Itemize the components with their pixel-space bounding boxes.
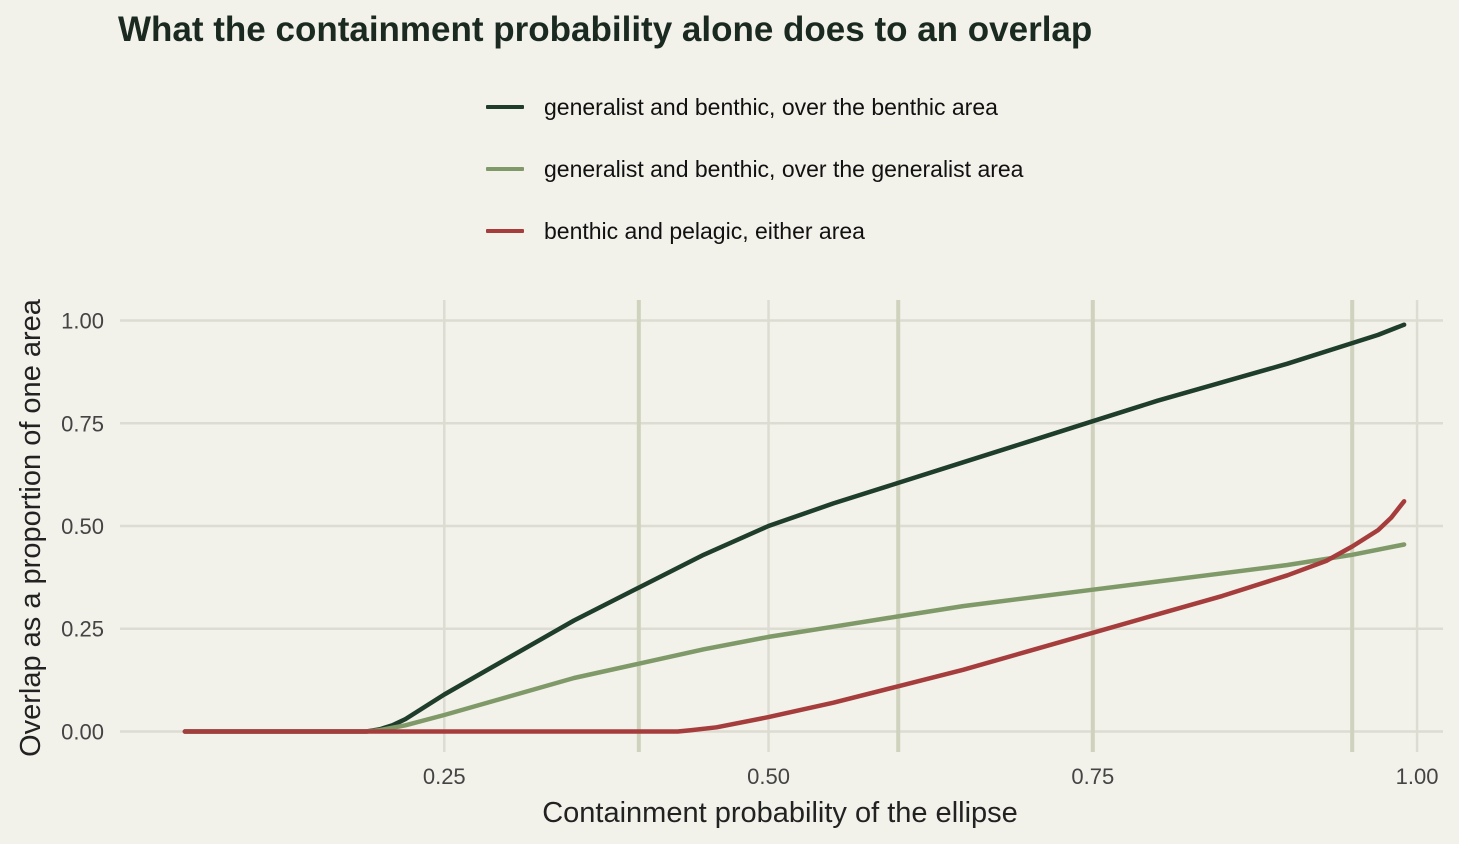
legend-swatch	[486, 167, 524, 171]
series-line	[182, 499, 1407, 734]
legend-item: benthic and pelagic, either area	[486, 212, 1023, 250]
y-tick-label: 0.00	[61, 719, 104, 744]
x-tick-label: 0.50	[747, 764, 790, 789]
chart-title: What the containment probability alone d…	[118, 10, 1093, 49]
y-tick-label: 0.25	[61, 617, 104, 642]
y-tick-label: 0.75	[61, 411, 104, 436]
legend: generalist and benthic, over the benthic…	[486, 88, 1023, 274]
y-axis-label: Overlap as a proportion of one area	[15, 298, 47, 757]
legend-swatch	[486, 105, 524, 109]
series-line	[182, 542, 1407, 734]
x-tick-label: 1.00	[1396, 764, 1439, 789]
x-axis-label: Containment probability of the ellipse	[542, 797, 1018, 829]
legend-label: generalist and benthic, over the benthic…	[544, 93, 998, 120]
y-tick-label: 1.00	[61, 309, 104, 334]
x-tick-label: 0.75	[1071, 764, 1114, 789]
legend-item: generalist and benthic, over the benthic…	[486, 88, 1023, 126]
legend-label: benthic and pelagic, either area	[544, 217, 865, 244]
x-tick-label: 0.25	[423, 764, 466, 789]
grid	[120, 300, 1443, 752]
reference-lines	[636, 300, 1355, 752]
legend-label: generalist and benthic, over the general…	[544, 155, 1024, 182]
axes: 0.00 0.25 0.50 0.75 1.00 0.25 0.50 0.75 1.00	[61, 309, 1438, 789]
y-tick-label: 0.50	[61, 514, 104, 539]
series-lines	[182, 322, 1407, 734]
legend-item: generalist and benthic, over the general…	[486, 150, 1023, 188]
legend-swatch	[486, 229, 524, 233]
series-line	[182, 322, 1407, 734]
